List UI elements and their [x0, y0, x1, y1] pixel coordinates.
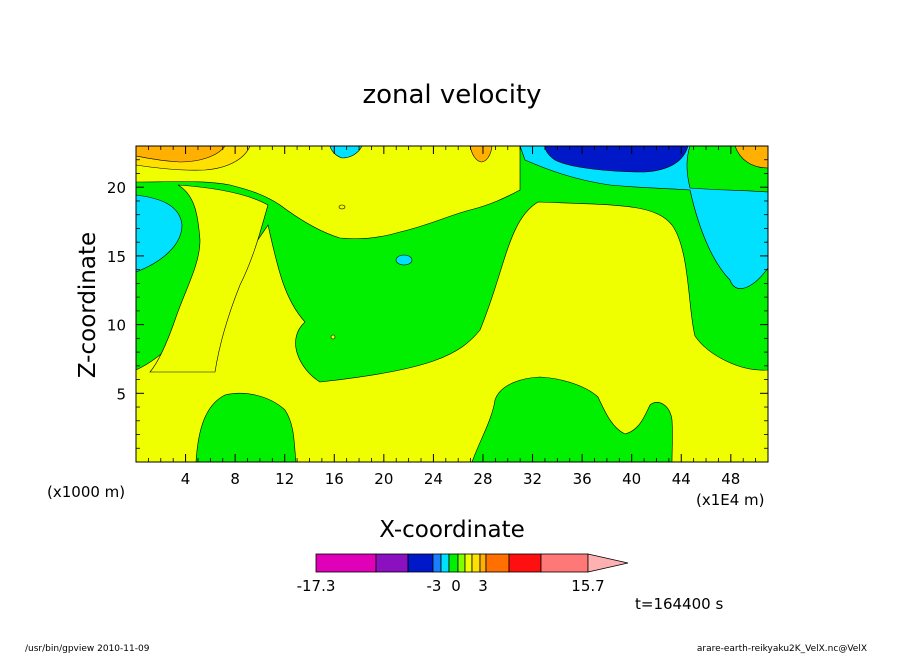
y-axis-ticks: 5 10 15 20: [107, 159, 768, 449]
colorbar-bin: [471, 553, 481, 573]
z-unit-label: (x1000 m): [47, 483, 125, 501]
colorbar-bin: [457, 553, 466, 573]
y-tick-label: 5: [116, 385, 126, 403]
colorbar-label: -17.3: [297, 577, 336, 595]
contour-region-orange-top-mid: [469, 146, 493, 163]
contour-region-green-bottom-right: [471, 376, 673, 462]
colorbar-bin: [485, 553, 510, 573]
plot-area: [136, 146, 768, 462]
contour-region-green-bottom-left: [195, 392, 297, 462]
x-axis-title: X-coordinate: [379, 517, 525, 543]
x-tick-label: 32: [523, 470, 542, 488]
plot-frame: [135, 145, 769, 463]
x-tick-label: 16: [325, 470, 344, 488]
colorbar-bin: [432, 553, 442, 573]
colorbar-label: 3: [478, 577, 488, 595]
x-tick-label: 36: [573, 470, 592, 488]
colorbar-bin: [440, 553, 450, 573]
x-tick-label: 4: [181, 470, 191, 488]
y-tick-label: 15: [107, 248, 126, 266]
contour-small-2: [330, 334, 336, 340]
colorbar-bin: [375, 553, 409, 573]
contour-region-orange-top-right: [734, 146, 768, 169]
x-axis-ticks: 4 8 12 16 20 24 28 32 36 40 44 48: [147, 146, 757, 488]
x-tick-label: 40: [622, 470, 641, 488]
chart-title: zonal velocity: [362, 80, 541, 110]
x-unit-label: (x1E4 m): [696, 491, 765, 509]
x-tick-label: 8: [230, 470, 240, 488]
contour-small-1: [338, 204, 346, 210]
x-tick-label: 44: [672, 470, 691, 488]
contour-region-cyan-top: [329, 146, 363, 159]
contour-region-orange-top-left-inner: [136, 146, 226, 163]
contour-region-left-yellow: [149, 184, 269, 373]
colorbar-bin: [508, 553, 542, 573]
colorbar-bin: [315, 553, 377, 573]
colorbar-bin: [464, 553, 473, 573]
colorbar-bin: [540, 553, 589, 573]
y-axis-title: Z-coordinate: [75, 232, 101, 378]
colorbar-bin: [448, 553, 459, 573]
contour-region-blue: [544, 146, 689, 173]
colorbar-bin: [407, 553, 434, 573]
y-tick-label: 10: [107, 317, 126, 335]
contour-region-cyan-small: [395, 254, 413, 266]
colorbar: -17.3 -3 0 3 15.7: [297, 553, 629, 595]
x-tick-label: 20: [374, 470, 393, 488]
y-tick-label: 20: [107, 179, 126, 197]
colorbar-arrow: [587, 553, 629, 573]
footer-right: arare-earth-reikyaku2K_VelX.nc@VelX: [697, 644, 867, 654]
footer-left: /usr/bin/gpview 2010-11-09: [25, 644, 150, 654]
colorbar-label: 0: [451, 577, 461, 595]
colorbar-bin: [479, 553, 487, 573]
time-label: t=164400 s: [635, 595, 723, 613]
x-tick-label: 24: [424, 470, 443, 488]
contour-region-top-yellow: [136, 146, 521, 240]
colorbar-label: 15.7: [571, 577, 604, 595]
x-tick-label: 28: [473, 470, 492, 488]
x-tick-label: 12: [275, 470, 294, 488]
contour-region-cyan-left: [136, 194, 183, 273]
x-tick-label: 48: [721, 470, 740, 488]
colorbar-label: -3: [427, 577, 442, 595]
